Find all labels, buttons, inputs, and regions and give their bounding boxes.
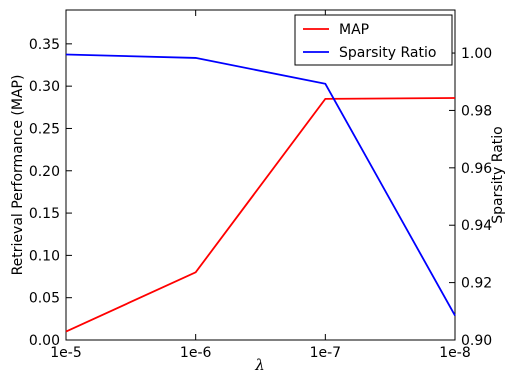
right-axis-title: Sparsity Ratio bbox=[490, 126, 506, 223]
left-tick-label: 0.05 bbox=[29, 291, 60, 307]
x-tick-label: 1e-6 bbox=[180, 345, 212, 361]
legend-label-map: MAP bbox=[339, 22, 369, 38]
right-tick-label: 0.98 bbox=[461, 103, 492, 119]
x-axis-title: λ bbox=[254, 356, 265, 374]
legend-label-sparsity-ratio: Sparsity Ratio bbox=[339, 45, 436, 61]
right-tick-label: 0.92 bbox=[461, 276, 492, 292]
plot-frame bbox=[65, 9, 456, 341]
legend-box bbox=[294, 14, 453, 66]
ticks-layer: 1e-5 1e-6 1e-7 1e-8 0.00 0.05 0.10 0.15 0.20 0.25… bbox=[29, 10, 492, 361]
left-tick-label: 0.30 bbox=[29, 79, 60, 95]
left-tick-label: 0.00 bbox=[29, 333, 60, 349]
right-tick-label: 0.94 bbox=[461, 218, 492, 234]
right-tick-label: 1.00 bbox=[461, 46, 492, 62]
series-line-map bbox=[65, 97, 456, 333]
legend: MAP Sparsity Ratio bbox=[294, 14, 453, 66]
right-tick-label: 0.90 bbox=[461, 333, 492, 349]
left-tick-label: 0.10 bbox=[29, 248, 60, 264]
right-tick-label: 0.96 bbox=[461, 161, 492, 177]
plot-border bbox=[65, 9, 456, 341]
x-tick-label: 1e-5 bbox=[50, 345, 81, 361]
series-layer bbox=[65, 53, 456, 333]
left-tick-label: 0.25 bbox=[29, 121, 60, 137]
series-line-sparsity-ratio bbox=[65, 53, 456, 317]
left-axis-title: Retrieval Performance (MAP) bbox=[10, 75, 26, 276]
x-tick-label: 1e-8 bbox=[439, 345, 470, 361]
left-tick-label: 0.15 bbox=[29, 206, 60, 222]
left-tick-label: 0.20 bbox=[29, 164, 60, 180]
left-tick-label: 0.35 bbox=[29, 37, 60, 53]
x-tick-label: 1e-7 bbox=[310, 345, 341, 361]
